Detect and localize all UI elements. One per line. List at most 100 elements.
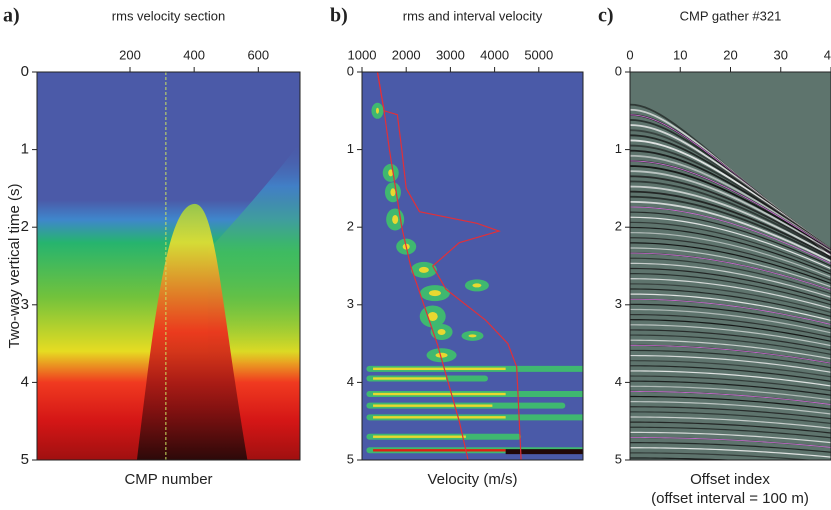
y-tick-label: 0: [615, 63, 622, 78]
reflection: [630, 406, 831, 420]
y-tick-label: 0: [21, 63, 29, 80]
reflection: [630, 293, 831, 322]
reflection: [630, 447, 831, 458]
reflection: [630, 195, 831, 261]
x-tick-label: 1000: [348, 47, 377, 62]
x-axis-label-2: (offset interval = 100 m): [651, 490, 809, 507]
semblance-core: [427, 311, 438, 321]
moveout-curve: [630, 344, 831, 364]
reflection: [630, 339, 831, 360]
reflection: [630, 283, 831, 314]
y-tick-label: 4: [21, 373, 29, 390]
x-tick-label: 5000: [524, 47, 553, 62]
moveout-curve: [630, 437, 831, 448]
velocity-bump: [136, 203, 248, 460]
reflection: [630, 278, 831, 310]
reflection: [630, 385, 831, 401]
reflection: [630, 175, 831, 254]
reflection: [630, 180, 831, 256]
x-tick-label: 0: [626, 47, 633, 62]
velocity-line: [376, 72, 522, 460]
plot-frame: [36, 71, 301, 461]
x-tick-label: 20: [723, 47, 737, 62]
panel-label: b): [330, 5, 348, 27]
reflection: [630, 242, 831, 285]
reflection: [630, 365, 831, 382]
reflection: [630, 165, 831, 252]
panel-title: CMP gather #321: [680, 8, 782, 23]
x-axis-label: Offset index: [690, 471, 770, 488]
y-tick-label: 3: [21, 296, 29, 313]
x-tick-label: 4000: [480, 47, 509, 62]
semblance-streak-core: [373, 449, 506, 452]
moveout-curve: [630, 160, 831, 251]
moveout-curve: [630, 206, 831, 265]
x-axis-label: Velocity (m/s): [427, 471, 517, 488]
semblance-core: [388, 169, 394, 177]
reflection: [630, 421, 831, 434]
velocity-line: [376, 72, 469, 460]
y-axis-label: Two-way vertical time (s): [6, 183, 23, 348]
reflection: [630, 401, 831, 415]
panel-label: c): [598, 5, 614, 27]
reflection: [630, 257, 831, 295]
y-tick-label: 2: [21, 218, 29, 235]
reflection: [630, 360, 831, 378]
semblance-core: [435, 352, 448, 358]
x-tick-label: 2000: [392, 47, 421, 62]
panel-label: a): [3, 5, 20, 27]
plot-frame: [361, 71, 584, 461]
reflection: [630, 370, 831, 387]
panel-title: rms velocity section: [112, 8, 225, 23]
semblance-core: [468, 334, 477, 338]
reflection: [630, 442, 831, 453]
semblance-streak-core: [373, 416, 506, 419]
plot-area: [630, 72, 831, 460]
y-tick-label: 2: [347, 219, 354, 234]
reflection: [630, 221, 831, 273]
semblance-field: [362, 72, 583, 460]
reflection: [630, 201, 831, 263]
y-tick-label: 5: [347, 451, 354, 466]
moveout-curve: [630, 391, 831, 405]
reflection: [630, 334, 831, 355]
reflection: [630, 303, 831, 330]
plot-area: [362, 72, 583, 460]
reflection: [630, 416, 831, 429]
x-axis-label: CMP number: [124, 471, 212, 488]
reflection: [630, 354, 831, 373]
reflection: [630, 457, 739, 460]
reflection: [630, 324, 831, 347]
reflection: [630, 313, 831, 338]
y-tick-label: 2: [615, 219, 622, 234]
semblance-core: [375, 107, 379, 114]
reflection: [630, 226, 831, 275]
semblance-core: [472, 283, 482, 288]
semblance-core: [437, 328, 446, 335]
semblance-hot: [505, 449, 583, 455]
semblance-streak-core: [373, 367, 506, 371]
semblance-core: [390, 188, 396, 197]
y-tick-label: 4: [615, 374, 622, 389]
reflection: [630, 329, 831, 351]
reflection: [630, 211, 831, 267]
moveout-curve: [630, 298, 831, 325]
x-tick-label: 200: [119, 47, 141, 62]
reflection: [630, 375, 831, 392]
semblance-streak-core: [373, 404, 493, 407]
reflection: [630, 288, 831, 318]
semblance-core: [418, 266, 429, 273]
semblance-core: [392, 214, 399, 224]
reflection: [630, 185, 831, 257]
y-tick-label: 0: [347, 63, 354, 78]
reflection: [630, 273, 831, 306]
plot-area: [37, 72, 300, 460]
y-tick-label: 1: [21, 141, 29, 158]
x-tick-label: 30: [774, 47, 788, 62]
x-tick-label: 400: [183, 47, 205, 62]
x-tick-label: 40: [824, 47, 831, 62]
reflection: [630, 262, 831, 298]
reflection: [630, 170, 831, 253]
y-tick-label: 5: [21, 451, 29, 468]
reflection: [630, 395, 831, 410]
